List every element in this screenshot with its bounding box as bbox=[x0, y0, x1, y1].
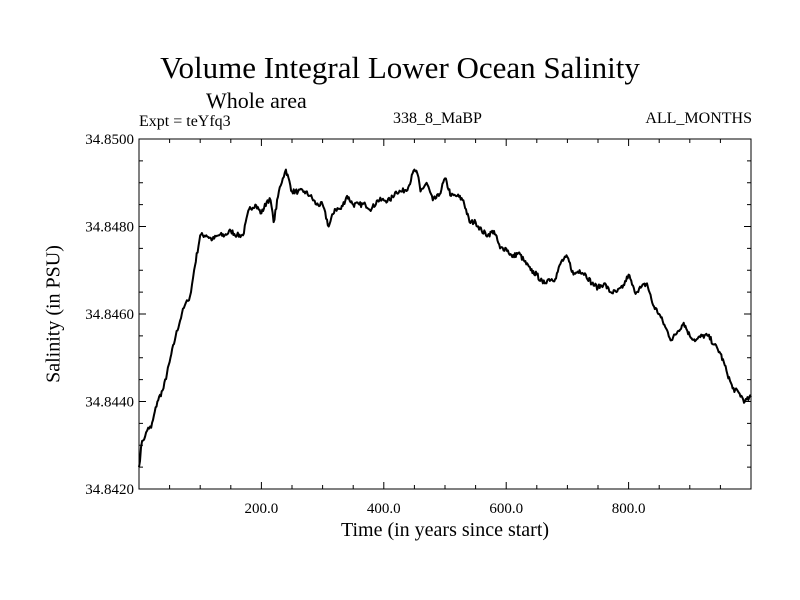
chart-title: Volume Integral Lower Ocean Salinity bbox=[160, 50, 640, 85]
x-tick-label: 600.0 bbox=[489, 501, 523, 517]
y-tick-label: 34.8500 bbox=[85, 132, 134, 148]
x-axis-label: Time (in years since start) bbox=[340, 519, 550, 541]
x-tick-label: 800.0 bbox=[612, 501, 646, 517]
y-tick-label: 34.8460 bbox=[85, 307, 134, 323]
x-tick-label: 400.0 bbox=[367, 501, 401, 517]
y-tick-label: 34.8480 bbox=[85, 220, 134, 236]
period-label: 338_8_MaBP bbox=[393, 110, 482, 127]
chart-subtitle: Whole area bbox=[206, 88, 307, 113]
y-tick-label: 34.8440 bbox=[85, 395, 134, 411]
salinity-series-line bbox=[138, 168, 752, 468]
experiment-label: Expt = teYfq3 bbox=[139, 113, 231, 130]
x-tick-label: 200.0 bbox=[245, 501, 279, 517]
months-label: ALL_MONTHS bbox=[645, 110, 752, 127]
y-tick-label: 34.8420 bbox=[85, 482, 134, 498]
